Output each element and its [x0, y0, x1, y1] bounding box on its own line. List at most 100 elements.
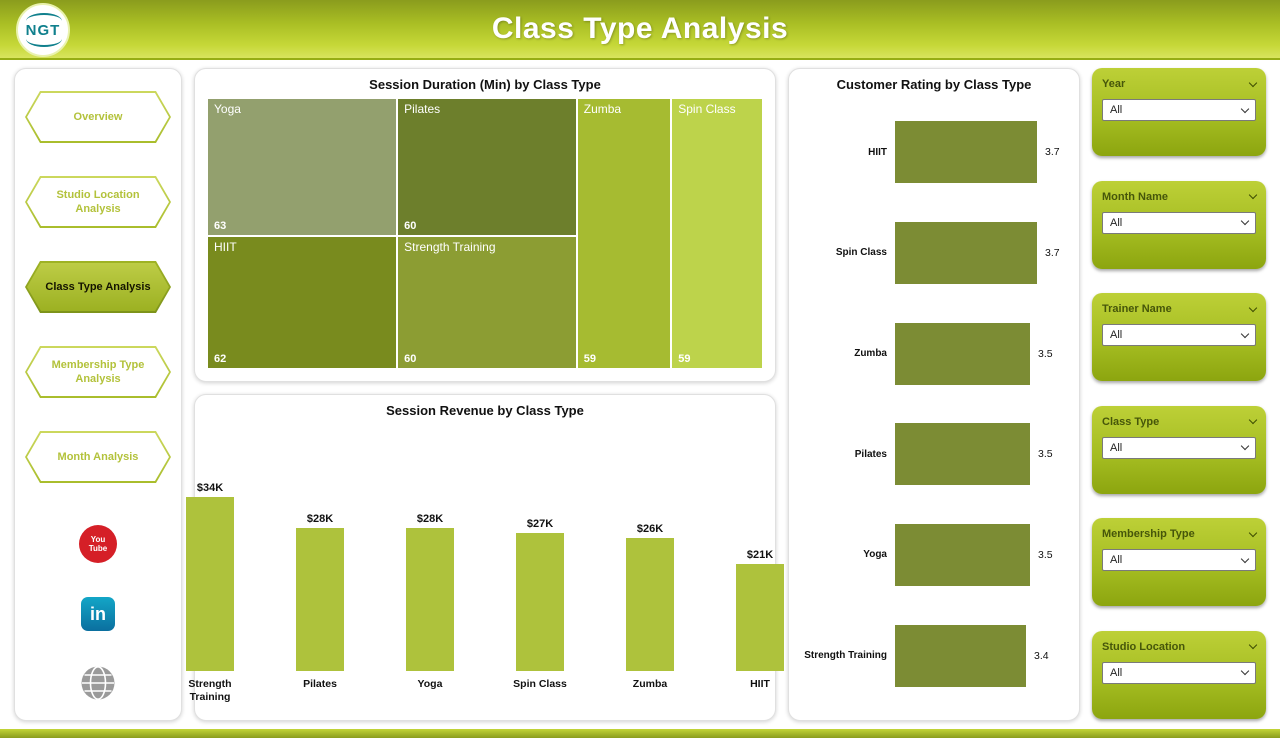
- bar-pilates[interactable]: [296, 528, 344, 671]
- rating-bar-zumba[interactable]: [895, 322, 1030, 385]
- rating-category-label: Yoga: [863, 549, 887, 561]
- sidebar-item-inner: Membership Type Analysis: [27, 348, 169, 396]
- sidebar-item-membership-type-analysis[interactable]: Membership Type Analysis: [25, 346, 171, 398]
- page-title: Class Type Analysis: [491, 12, 789, 45]
- linkedin-icon[interactable]: in: [81, 597, 115, 631]
- main-area: Session Duration (Min) by Class Type Yog…: [186, 68, 784, 721]
- dropdown-chevron-icon: [1240, 104, 1250, 113]
- bar-value-label: $27K: [526, 518, 554, 530]
- rating-bar-spin-class[interactable]: [895, 221, 1037, 284]
- slicer-dropdown[interactable]: All: [1102, 549, 1256, 572]
- rating-category-label: Strength Training: [804, 650, 887, 662]
- rating-bar-yoga[interactable]: [895, 523, 1030, 586]
- slicer-header: Studio Location: [1102, 641, 1258, 653]
- bar-strength-training[interactable]: [186, 497, 234, 671]
- rating-row-spin-class: Spin Class 3.7: [795, 221, 1071, 284]
- youtube-icon-text: You: [90, 534, 106, 544]
- slicer-title: Year: [1102, 78, 1126, 90]
- bar-category-label: Yoga: [417, 678, 443, 690]
- tile-value: 63: [214, 219, 227, 232]
- rating-panel: Customer Rating by Class Type HIIT 3.7 Spi…: [788, 68, 1080, 721]
- tile-label: HIIT: [214, 239, 237, 254]
- tile-value: 59: [678, 353, 691, 365]
- treemap-tile-pilates[interactable]: Pilates 60: [397, 98, 577, 236]
- dropdown-chevron-icon: [1240, 329, 1250, 338]
- bar-zumba[interactable]: [626, 538, 674, 671]
- rating-bar-strength-training[interactable]: [895, 624, 1026, 687]
- chevron-down-icon[interactable]: [1248, 190, 1258, 200]
- slicer-header: Month Name: [1102, 190, 1258, 203]
- bar-hiit[interactable]: [736, 564, 784, 671]
- slicer-dropdown[interactable]: All: [1102, 324, 1256, 347]
- chevron-down-icon[interactable]: [1248, 528, 1258, 538]
- globe-graphic: [81, 665, 115, 701]
- dropdown-chevron-icon: [1240, 442, 1250, 451]
- sidebar-item-class-type-analysis[interactable]: Class Type Analysis: [25, 261, 171, 313]
- rating-row-zumba: Zumba 3.5: [795, 322, 1071, 385]
- header: NGT Class Type Analysis: [0, 0, 1280, 60]
- youtube-icon[interactable]: You Tube: [79, 525, 117, 563]
- bar-value-label: $34K: [196, 482, 224, 494]
- rating-row-pilates: Pilates 3.5: [795, 423, 1071, 486]
- rating-value-label: 3.5: [1038, 548, 1053, 561]
- sidebar-item-studio-location-analysis[interactable]: Studio Location Analysis: [25, 176, 171, 228]
- sidebar-item-label: Class Type Analysis: [45, 280, 151, 293]
- rating-bar-pilates[interactable]: [895, 423, 1030, 486]
- chevron-down-icon[interactable]: [1248, 641, 1258, 650]
- logo-text: NGT: [25, 21, 61, 39]
- sidebar-item-label: Month Analysis: [57, 450, 139, 463]
- slicer-studio-location: Studio Location All: [1092, 630, 1266, 719]
- tile-label: Strength Training: [404, 239, 496, 254]
- social-links: You Tube in: [79, 525, 117, 706]
- slicer-membership-type: Membership Type All: [1092, 518, 1266, 607]
- bar-column-strength-training: $34K Strength Training: [173, 426, 247, 708]
- bar-category-label: Zumba: [632, 678, 668, 690]
- rating-value-label: 3.5: [1038, 448, 1053, 461]
- rating-value-label: 3.4: [1034, 649, 1049, 662]
- sidebar-item-month-analysis[interactable]: Month Analysis: [25, 431, 171, 483]
- bar-yoga[interactable]: [406, 528, 454, 671]
- slicer-dropdown[interactable]: All: [1102, 436, 1256, 459]
- bar-value-label: $26K: [636, 523, 664, 535]
- treemap-title: Session Duration (Min) by Class Type: [369, 77, 601, 92]
- slicer-month-name: Month Name All: [1092, 180, 1266, 269]
- treemap-tile-hiit[interactable]: HIIT 62: [207, 235, 398, 369]
- slicer-class-type: Class Type All: [1092, 405, 1266, 494]
- slicer-title: Trainer Name: [1102, 303, 1172, 316]
- slicer-title: Class Type: [1102, 415, 1160, 428]
- revenue-title: Session Revenue by Class Type: [386, 403, 584, 418]
- rating-bar-hiit[interactable]: [895, 121, 1037, 184]
- rating-value-label: 3.7: [1045, 246, 1060, 259]
- slicer-header: Class Type: [1102, 415, 1258, 428]
- bar-value-label: $28K: [306, 513, 334, 525]
- chevron-down-icon[interactable]: [1248, 303, 1258, 312]
- slicer-title: Membership Type: [1102, 528, 1195, 541]
- sidebar-item-overview[interactable]: Overview: [25, 91, 171, 143]
- bar-column-pilates: $28K Pilates: [283, 426, 357, 708]
- slicer-dropdown[interactable]: All: [1102, 211, 1256, 234]
- sidebar-item-inner: Class Type Analysis: [27, 263, 169, 311]
- treemap-tile-yoga[interactable]: Yoga 63: [207, 98, 398, 236]
- chevron-down-icon[interactable]: [1248, 416, 1258, 425]
- dropdown-chevron-icon: [1240, 216, 1250, 226]
- tile-value: 60: [404, 219, 417, 232]
- treemap-tile-spin-class[interactable]: Spin Class 59: [671, 98, 763, 369]
- slicer-selected-value: All: [1110, 104, 1123, 116]
- treemap-panel: Session Duration (Min) by Class Type Yog…: [194, 68, 776, 382]
- bar-column-hiit: $21K HIIT: [723, 426, 797, 708]
- website-globe-icon[interactable]: [80, 665, 116, 706]
- treemap-tile-zumba[interactable]: Zumba 59: [576, 98, 672, 369]
- slicer-title: Month Name: [1102, 190, 1168, 203]
- chevron-down-icon[interactable]: [1248, 78, 1258, 87]
- rating-row-strength-training: Strength Training 3.4: [795, 624, 1071, 687]
- treemap-tile-strength-training[interactable]: Strength Training 60: [397, 235, 577, 369]
- revenue-barchart: $34K Strength Training $28K Pilates $28K Yoga…: [186, 420, 784, 720]
- slicer-selected-value: All: [1110, 554, 1123, 567]
- bar-spin-class[interactable]: [516, 533, 564, 671]
- revenue-panel: Session Revenue by Class Type $34K Streng…: [186, 394, 784, 721]
- tile-value: 60: [404, 352, 417, 365]
- slicer-dropdown[interactable]: All: [1102, 99, 1256, 121]
- sidebar-item-inner: Overview: [27, 93, 169, 141]
- slicer-dropdown[interactable]: All: [1102, 661, 1256, 684]
